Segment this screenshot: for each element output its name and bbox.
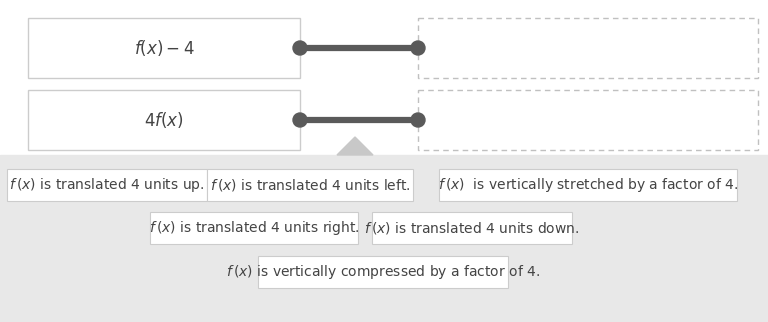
Bar (0, 0, 768, 155)
Text: $f\,(x)$ is translated 4 units right.: $f\,(x)$ is translated 4 units right. (149, 219, 359, 237)
Text: $4f(x)$: $4f(x)$ (144, 110, 184, 130)
Circle shape (293, 41, 307, 55)
FancyBboxPatch shape (28, 90, 300, 150)
Text: $f\,(x)$ is translated 4 units left.: $f\,(x)$ is translated 4 units left. (210, 177, 410, 193)
FancyBboxPatch shape (207, 169, 413, 201)
Text: $f\,(x)$ is vertically compressed by a factor of 4.: $f\,(x)$ is vertically compressed by a f… (226, 263, 540, 281)
Text: $f(x) - 4$: $f(x) - 4$ (134, 38, 194, 58)
Circle shape (411, 41, 425, 55)
Bar (0, 155, 768, 322)
FancyBboxPatch shape (150, 212, 358, 244)
FancyBboxPatch shape (372, 212, 572, 244)
FancyBboxPatch shape (28, 18, 300, 78)
FancyBboxPatch shape (439, 169, 737, 201)
FancyBboxPatch shape (7, 169, 207, 201)
Text: $f\,(x)$ is translated 4 units up.: $f\,(x)$ is translated 4 units up. (9, 176, 205, 194)
Text: $f\,(x)$  is vertically stretched by a factor of 4.: $f\,(x)$ is vertically stretched by a fa… (438, 176, 738, 194)
FancyBboxPatch shape (418, 90, 758, 150)
FancyBboxPatch shape (418, 18, 758, 78)
Circle shape (411, 113, 425, 127)
FancyBboxPatch shape (258, 256, 508, 288)
Circle shape (293, 113, 307, 127)
Polygon shape (337, 137, 373, 155)
Text: $f\,(x)$ is translated 4 units down.: $f\,(x)$ is translated 4 units down. (364, 220, 580, 236)
